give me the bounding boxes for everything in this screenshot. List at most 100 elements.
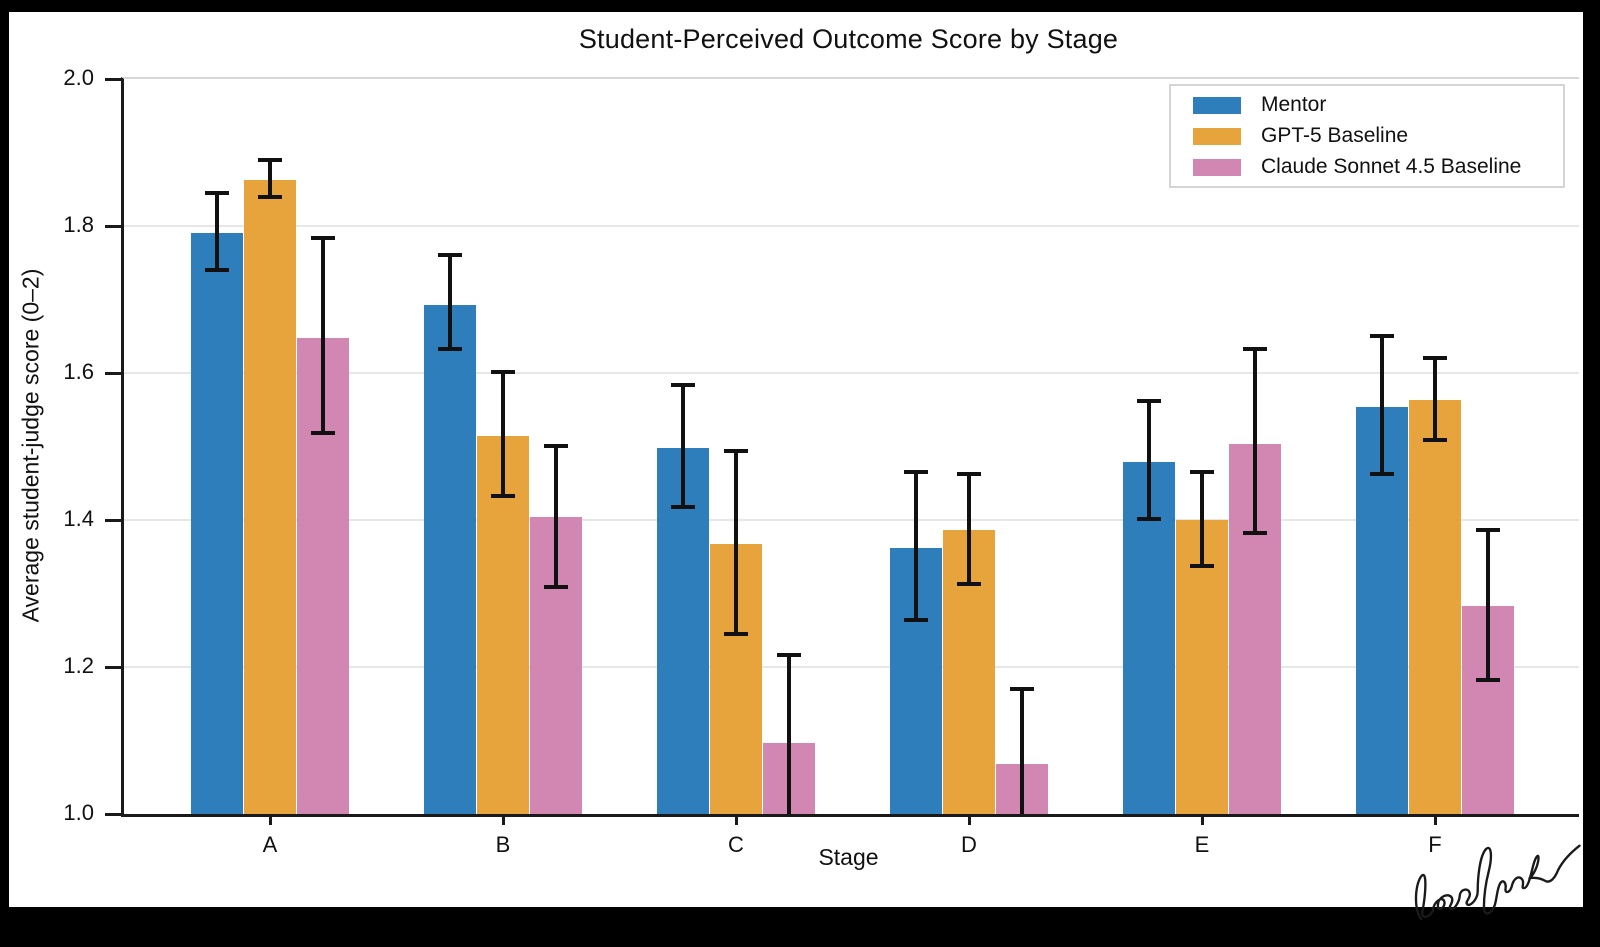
- errorbar-cap-top-F-0: [1370, 334, 1394, 339]
- x-tick-C: [734, 814, 738, 825]
- errorbar-cap-top-C-0: [671, 382, 695, 387]
- errorbar-A-2: [321, 238, 325, 433]
- y-tick-label-1.8: 1.8: [63, 212, 94, 237]
- errorbar-cap-bottom-B-2: [544, 584, 568, 589]
- legend-label: Mentor: [1261, 93, 1327, 116]
- x-tick-label-A: A: [262, 832, 278, 857]
- errorbar-B-0: [448, 255, 452, 350]
- y-tick-1.8: [105, 224, 121, 228]
- errorbar-cap-top-F-2: [1476, 527, 1500, 532]
- legend-label: GPT-5 Baseline: [1261, 124, 1409, 147]
- y-tick-2.0: [105, 77, 121, 81]
- y-tick-1.2: [105, 665, 121, 669]
- y-tick-label-1.4: 1.4: [63, 506, 94, 531]
- legend-label: Claude Sonnet 4.5 Baseline: [1261, 155, 1522, 178]
- errorbar-cap-top-C-2: [777, 653, 801, 658]
- errorbar-cap-top-B-2: [544, 443, 568, 448]
- errorbar-cap-bottom-D-0: [904, 617, 928, 622]
- legend-swatch: [1193, 96, 1241, 114]
- errorbar-cap-bottom-E-0: [1137, 517, 1161, 522]
- y-tick-label-1.0: 1.0: [63, 800, 94, 825]
- bar-gpt-5-baseline-F: [1409, 400, 1461, 814]
- errorbar-cap-top-B-1: [491, 370, 515, 375]
- y-tick-label-1.6: 1.6: [63, 359, 94, 384]
- legend-row-claude-sonnet-4-5-baseline: Claude Sonnet 4.5 Baseline: [1193, 155, 1563, 179]
- errorbar-cap-bottom-A-2: [311, 430, 335, 435]
- errorbar-A-1: [268, 159, 272, 198]
- errorbar-C-2: [787, 655, 791, 814]
- errorbar-cap-bottom-E-1: [1190, 564, 1214, 569]
- gridline-1.8: [124, 225, 1579, 227]
- errorbar-C-0: [681, 384, 685, 507]
- errorbar-cap-top-E-0: [1137, 398, 1161, 403]
- x-tick-B: [501, 814, 505, 825]
- gridline-1.6: [124, 372, 1579, 374]
- errorbar-A-0: [215, 192, 219, 271]
- x-axis-label: Stage: [818, 844, 879, 870]
- x-tick-label-E: E: [1194, 832, 1210, 857]
- legend-swatch: [1193, 127, 1241, 145]
- plot-area: 1.0 1.2 1.4 1.6 1.8 2.0 A B C D E F: [63, 65, 1579, 857]
- errorbar-cap-top-A-1: [258, 157, 282, 162]
- y-tick-label-1.2: 1.2: [63, 653, 94, 678]
- errorbar-cap-top-A-0: [205, 190, 229, 195]
- errorbar-cap-bottom-C-1: [724, 631, 748, 636]
- errorbar-cap-bottom-F-0: [1370, 471, 1394, 476]
- errorbar-cap-bottom-B-0: [438, 347, 462, 352]
- image-frame: Student-Perceived Outcome Score by Stage…: [9, 12, 1583, 921]
- bar-mentor-A: [191, 233, 243, 814]
- errorbar-E-2: [1253, 349, 1257, 534]
- errorbar-C-1: [734, 450, 738, 634]
- gridline-1.2: [124, 666, 1579, 668]
- errorbar-E-1: [1200, 472, 1204, 567]
- errorbar-F-0: [1380, 336, 1384, 474]
- errorbar-cap-top-F-1: [1423, 356, 1447, 361]
- legend: Mentor GPT-5 Baseline Claude Sonnet 4.5 Ba…: [1169, 84, 1565, 188]
- x-tick-A: [268, 814, 272, 825]
- x-tick-F: [1433, 814, 1437, 825]
- errorbar-cap-top-A-2: [311, 236, 335, 241]
- signature: lossfunk: [1414, 844, 1581, 921]
- errorbar-cap-bottom-F-1: [1423, 437, 1447, 442]
- errorbar-cap-bottom-A-1: [258, 195, 282, 200]
- y-tick-1.4: [105, 518, 121, 522]
- errorbar-B-2: [554, 445, 558, 587]
- errorbar-cap-bottom-C-0: [671, 504, 695, 509]
- errorbar-cap-bottom-A-0: [205, 268, 229, 273]
- errorbar-cap-top-E-1: [1190, 470, 1214, 475]
- y-tick-1.0: [105, 812, 121, 816]
- errorbar-cap-bottom-D-1: [957, 581, 981, 586]
- errorbar-cap-top-D-1: [957, 471, 981, 476]
- errorbar-cap-bottom-E-2: [1243, 531, 1267, 536]
- x-tick-label-B: B: [495, 832, 511, 857]
- x-tick-D: [967, 814, 971, 825]
- bar-mentor-B: [424, 304, 476, 814]
- errorbar-F-1: [1433, 358, 1437, 440]
- y-tick-label-2.0: 2.0: [63, 65, 94, 90]
- x-tick-label-D: D: [961, 832, 977, 857]
- bar-gpt-5-baseline-A: [244, 180, 296, 814]
- x-tick-label-F: F: [1428, 832, 1442, 857]
- errorbar-cap-top-D-0: [904, 470, 928, 475]
- errorbar-E-0: [1147, 400, 1151, 520]
- errorbar-F-2: [1486, 529, 1490, 681]
- legend-row-gpt-5-baseline: GPT-5 Baseline: [1193, 124, 1563, 148]
- bar-mentor-C: [657, 447, 709, 814]
- bar-gpt-5-baseline-B: [477, 436, 529, 814]
- y-axis-label: Average student-judge score (0–2): [17, 268, 44, 623]
- gridline-1.4: [124, 519, 1579, 521]
- legend-swatch: [1193, 158, 1241, 176]
- errorbar-cap-top-D-2: [1010, 687, 1034, 692]
- bar-gpt-5-baseline-E: [1176, 520, 1228, 814]
- errorbar-cap-top-B-0: [438, 253, 462, 258]
- errorbar-D-2: [1020, 689, 1024, 814]
- errorbar-D-0: [914, 472, 918, 620]
- x-tick-label-C: C: [728, 832, 744, 857]
- errorbar-cap-top-E-2: [1243, 347, 1267, 352]
- chart-title: Student-Perceived Outcome Score by Stage: [578, 24, 1119, 54]
- y-tick-1.6: [105, 371, 121, 375]
- errorbar-D-1: [967, 473, 971, 584]
- errorbar-cap-top-C-1: [724, 448, 748, 453]
- x-tick-E: [1200, 814, 1204, 825]
- errorbar-cap-bottom-F-2: [1476, 678, 1500, 683]
